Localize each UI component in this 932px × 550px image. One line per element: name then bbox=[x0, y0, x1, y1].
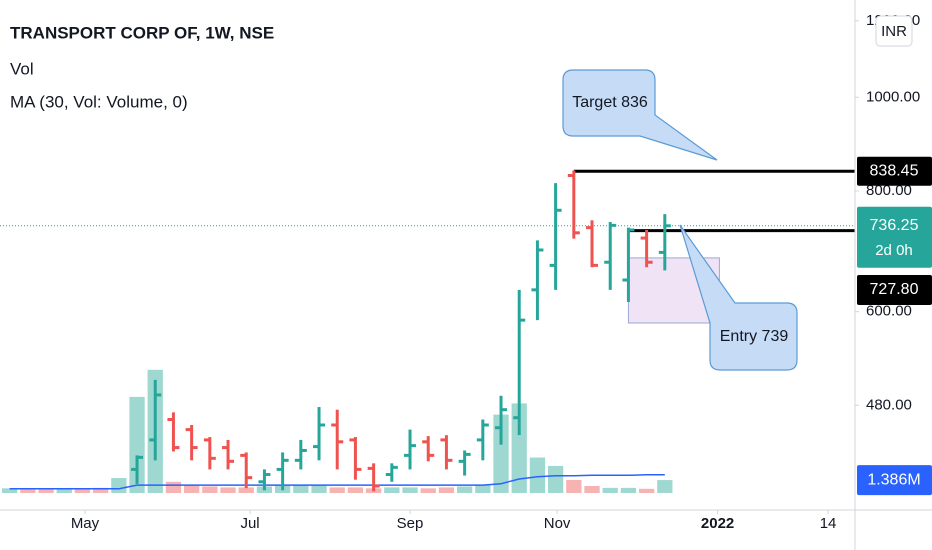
volume-bar bbox=[293, 484, 309, 493]
volume-bar bbox=[183, 485, 200, 493]
x-tick-label: Jul bbox=[240, 515, 259, 532]
volume-bar bbox=[38, 488, 54, 493]
volume-bar bbox=[347, 487, 364, 493]
volume-bar bbox=[602, 487, 618, 493]
target-callout bbox=[562, 69, 718, 161]
volume-bar bbox=[529, 457, 546, 493]
level-label: 838.45 bbox=[870, 162, 919, 179]
y-tick-label: 480.00 bbox=[866, 396, 912, 413]
volume-bar bbox=[547, 465, 564, 493]
x-tick-label: Sep bbox=[397, 515, 424, 532]
volume-ma-line bbox=[9, 474, 665, 490]
currency-label: INR bbox=[881, 23, 907, 40]
indicator-label: Vol bbox=[10, 59, 34, 78]
volume-bar bbox=[475, 484, 491, 493]
indicator-label: MA (30, Vol: Volume, 0) bbox=[10, 92, 188, 111]
volume-bar bbox=[456, 486, 473, 493]
countdown-label: 2d 0h bbox=[875, 242, 913, 259]
entry-text: Entry 739 bbox=[720, 328, 789, 345]
volume-label-box bbox=[857, 465, 932, 496]
volume-bar bbox=[20, 489, 36, 493]
volume-bar bbox=[420, 488, 436, 493]
x-tick-label: Nov bbox=[544, 515, 571, 532]
level-label: 727.80 bbox=[870, 281, 919, 298]
entry-callout bbox=[679, 224, 798, 371]
volume-bar bbox=[92, 487, 109, 493]
x-tick-label: May bbox=[71, 515, 100, 532]
volume-bar bbox=[584, 486, 600, 493]
x-tick-label: 14 bbox=[820, 515, 837, 532]
volume-bar bbox=[56, 488, 72, 493]
chart-title: TRANSPORT CORP OF, 1W, NSE bbox=[10, 23, 274, 42]
x-tick-label: 2022 bbox=[701, 515, 734, 532]
volume-bar bbox=[202, 486, 218, 493]
volume-bar bbox=[511, 403, 527, 493]
level-label-box bbox=[857, 275, 932, 305]
volume-bar bbox=[311, 484, 327, 493]
last-price-box bbox=[857, 206, 932, 268]
volume-bar bbox=[384, 487, 400, 493]
callouts: Target 836 Entry 739 bbox=[562, 69, 798, 371]
target-text: Target 836 bbox=[572, 94, 648, 111]
y-tick-label: 1000.00 bbox=[866, 88, 920, 105]
volume-bar bbox=[493, 414, 509, 493]
y-tick-label: 800.00 bbox=[866, 182, 912, 199]
volume-label: 1.386M bbox=[867, 471, 920, 488]
volume-bar bbox=[111, 478, 127, 493]
volume-bar bbox=[638, 488, 655, 493]
volume-bar bbox=[2, 488, 18, 493]
volume-bar bbox=[238, 487, 254, 493]
currency-box bbox=[875, 15, 913, 47]
volume-bar bbox=[620, 487, 637, 493]
volume-bar bbox=[438, 487, 455, 493]
volume-bar bbox=[657, 480, 673, 493]
last-price-label: 736.25 bbox=[870, 217, 919, 234]
volume-bar bbox=[220, 487, 236, 493]
volume-bar bbox=[329, 487, 345, 493]
price-labels: 838.45 736.25 2d 0h 727.80 1.386M INR bbox=[857, 15, 932, 496]
volume-bar bbox=[402, 487, 418, 493]
volume-bar bbox=[165, 481, 182, 493]
level-label-box bbox=[857, 156, 932, 186]
volume-bar bbox=[74, 489, 91, 493]
volume-bar bbox=[566, 479, 582, 493]
y-tick-label: 600.00 bbox=[866, 303, 912, 320]
